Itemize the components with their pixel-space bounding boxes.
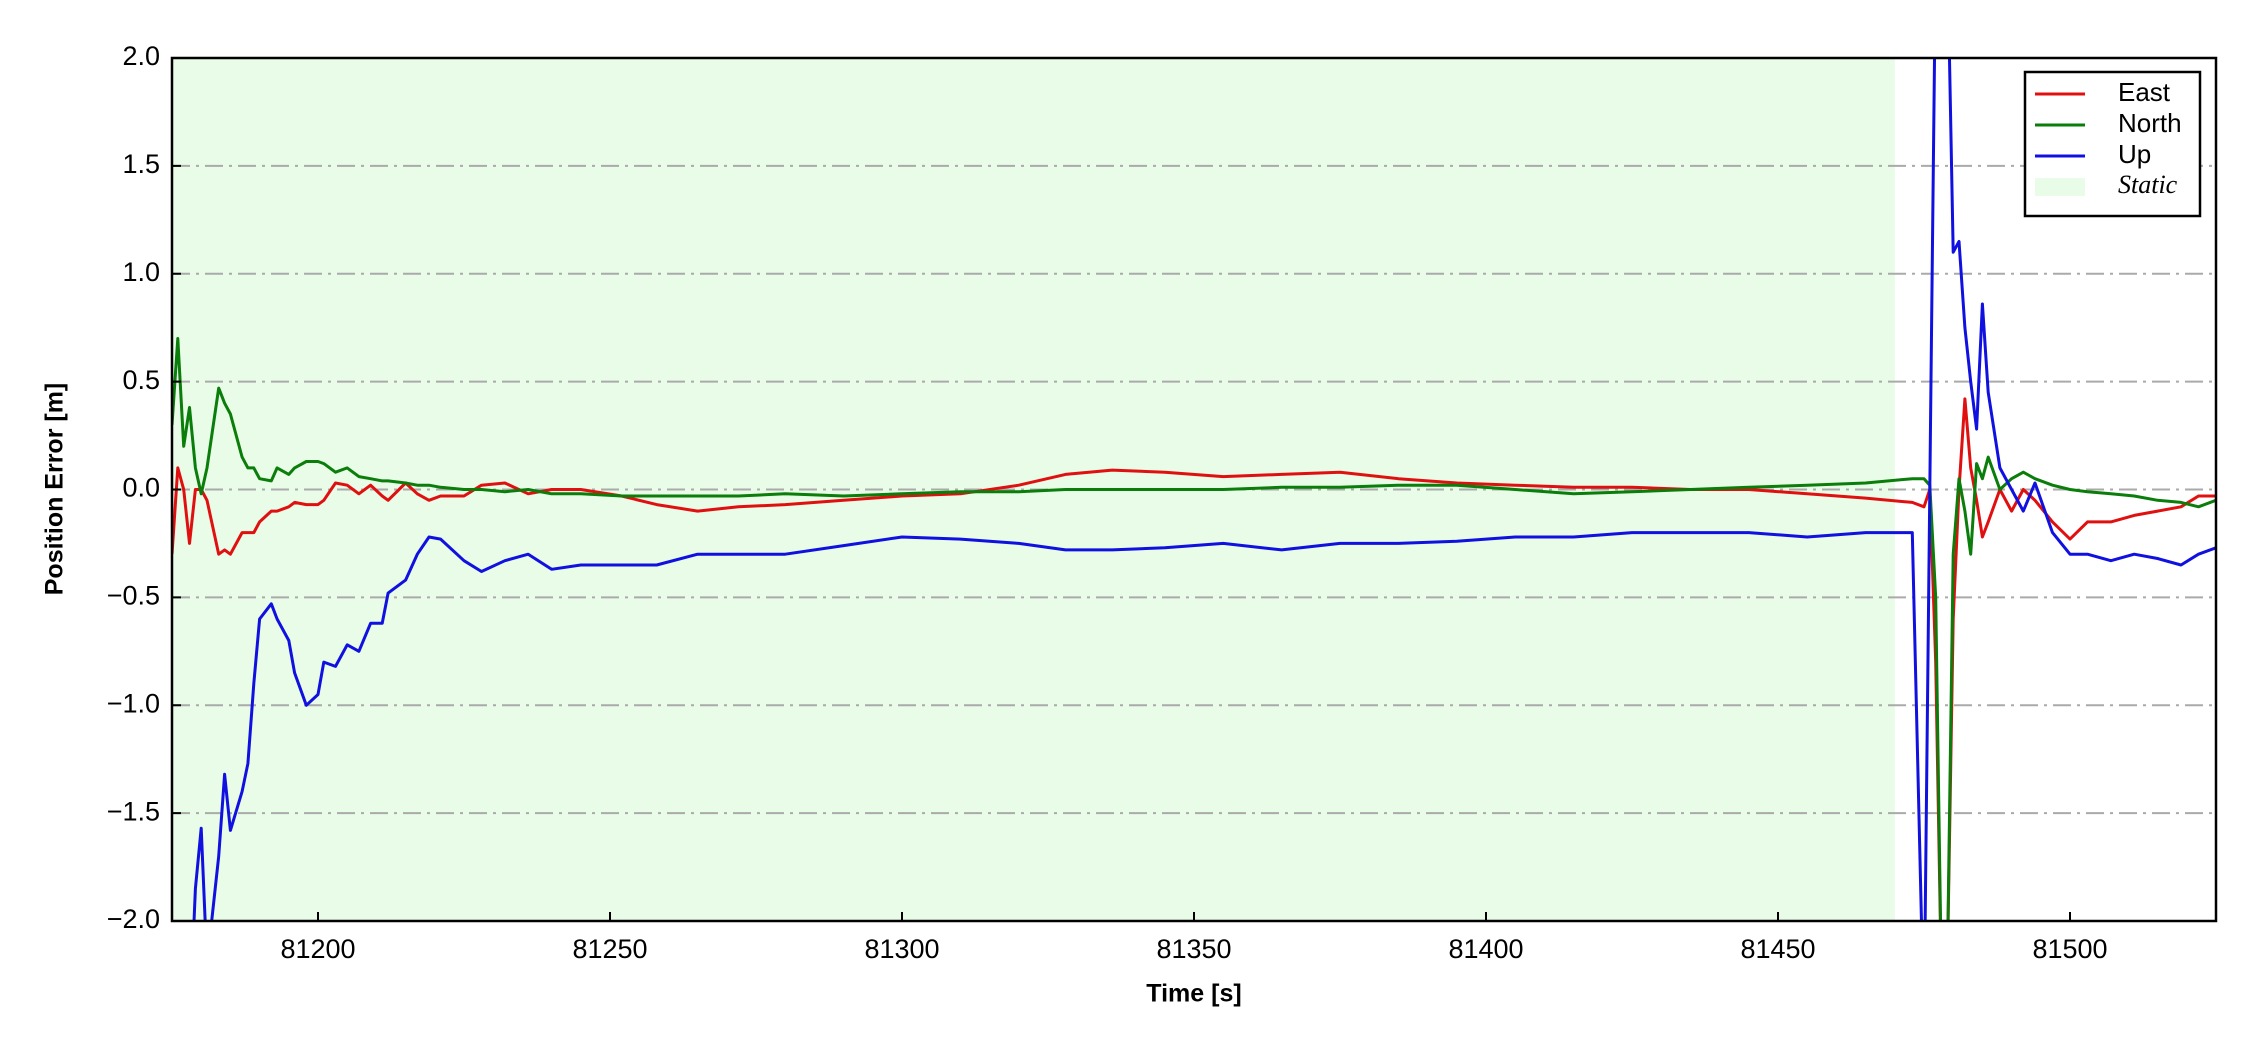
- y-tick-label: −1.5: [107, 796, 160, 826]
- legend-label: Static: [2118, 170, 2178, 199]
- x-tick-label: 81300: [864, 934, 939, 964]
- series-line: [172, 337, 2216, 921]
- plot-frame: [170, 56, 2218, 923]
- y-tick-label: 2.0: [122, 41, 160, 71]
- y-tick-label: 0.5: [122, 365, 160, 395]
- x-tick-label: 81500: [2032, 934, 2107, 964]
- x-tick-label: 81400: [1448, 934, 1523, 964]
- x-axis-title: Time [s]: [1146, 980, 1241, 1008]
- axes-layer: −2.0 −1.5 −1.0 −0.5 0.0 0.5 1.0 1.5 2.0 81200 8125…: [107, 41, 2218, 964]
- y-axis-title: Position Error [m]: [41, 383, 69, 596]
- legend-label: North: [2118, 108, 2182, 138]
- lines-layer: [172, 58, 2216, 921]
- x-tick-label: 81350: [1156, 934, 1231, 964]
- y-tick-label: −1.0: [107, 688, 160, 718]
- y-tick-label: −0.5: [107, 581, 160, 611]
- y-tick-label: 1.0: [122, 257, 160, 287]
- series-line: [172, 397, 2216, 921]
- legend-swatch: [2035, 178, 2085, 196]
- x-tick-label: 81200: [280, 934, 355, 964]
- y-tick-label: 1.5: [122, 149, 160, 179]
- series-line: [192, 58, 2216, 921]
- legend-label: Up: [2118, 139, 2151, 169]
- legend-label: East: [2118, 77, 2171, 107]
- x-tick-label: 81450: [1740, 934, 1815, 964]
- x-tick-label: 81250: [572, 934, 647, 964]
- y-tick-label: 0.0: [122, 473, 160, 503]
- y-tick-label: −2.0: [107, 904, 160, 934]
